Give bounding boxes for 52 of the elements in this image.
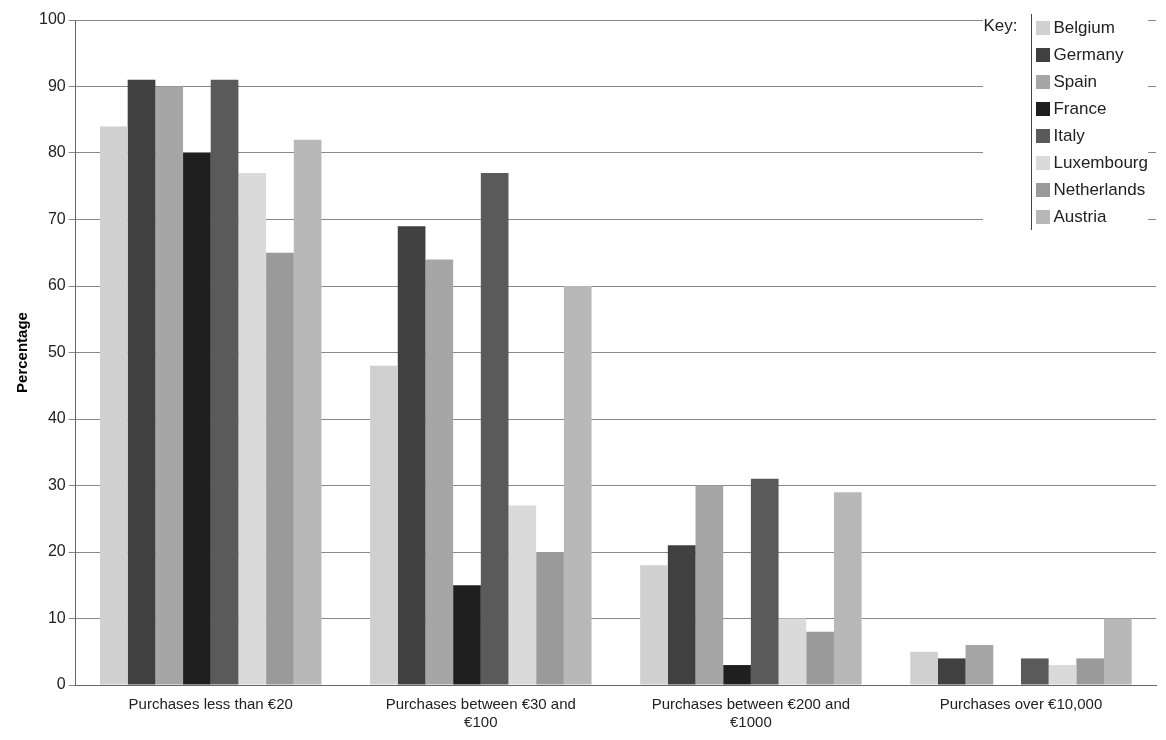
- bar: [425, 259, 454, 685]
- legend-label: Germany: [1053, 44, 1124, 65]
- y-tick-label: 40: [47, 409, 66, 427]
- bar: [667, 545, 696, 685]
- bar: [238, 172, 267, 685]
- y-tick-label: 80: [47, 143, 66, 161]
- y-tick-label: 90: [47, 76, 66, 94]
- bar: [1048, 665, 1077, 685]
- legend-label: Spain: [1053, 71, 1097, 92]
- bar: [397, 226, 426, 685]
- y-tick-label: 10: [47, 608, 66, 626]
- bar: [536, 552, 564, 685]
- y-tick-label: 30: [47, 475, 66, 493]
- bar: [293, 139, 322, 685]
- x-tick-label: Purchases between €30 and €100: [385, 695, 576, 731]
- y-tick-label: 100: [38, 10, 66, 28]
- x-tick-label: Purchases less than €20: [128, 695, 293, 713]
- bar: [266, 252, 294, 685]
- bar: [183, 153, 211, 685]
- bar: [937, 658, 966, 685]
- bar: [453, 585, 481, 685]
- y-axis-title: Percentage: [13, 312, 31, 393]
- legend-label: Belgium: [1053, 17, 1115, 38]
- bar: [1104, 618, 1132, 685]
- legend-label: Italy: [1053, 125, 1085, 146]
- bar: [965, 645, 994, 685]
- legend-label: Austria: [1053, 206, 1107, 227]
- y-tick-label: 60: [47, 276, 66, 294]
- bar: [370, 365, 398, 685]
- bar: [100, 126, 128, 685]
- bar: [833, 492, 862, 685]
- bar: [723, 665, 751, 685]
- bar: [508, 505, 537, 685]
- bar: [640, 565, 668, 685]
- legend-title: Key:: [983, 15, 1019, 37]
- bar: [910, 651, 938, 685]
- bar: [695, 485, 724, 685]
- legend-label: France: [1053, 98, 1107, 119]
- y-tick-label: 0: [56, 675, 66, 693]
- bar: [806, 631, 834, 685]
- legend-label: Luxembourg: [1053, 152, 1148, 173]
- bar: [155, 86, 184, 685]
- y-tick-label: 50: [47, 342, 66, 360]
- y-tick-label: 20: [47, 542, 66, 560]
- bar: [563, 286, 592, 685]
- x-tick-label: Purchases over €10,000: [939, 695, 1103, 713]
- y-tick-label: 70: [47, 209, 66, 227]
- bar: [778, 618, 807, 685]
- x-tick-label: Purchases between €200 and €1000: [651, 695, 851, 731]
- bar: [1076, 658, 1105, 685]
- legend-label: Netherlands: [1053, 179, 1146, 200]
- bar: [127, 79, 156, 685]
